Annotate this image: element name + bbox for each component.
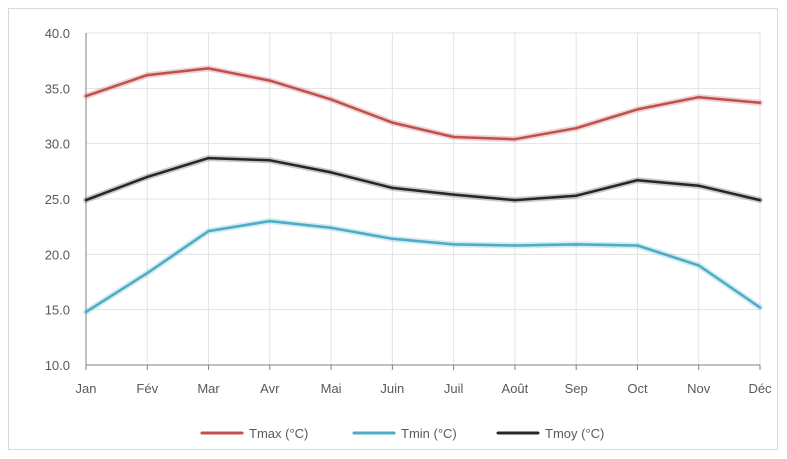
- legend: Tmax (°C) Tmin (°C) Tmoy (°C): [200, 426, 604, 441]
- data-point: [452, 136, 455, 139]
- data-point: [697, 264, 700, 267]
- data-point: [391, 237, 394, 240]
- legend-label: Tmoy (°C): [545, 426, 604, 441]
- x-tick-labels: Jan Fév Mar Avr Mai Juin Juil Août Sep Oct Nov Déc: [76, 381, 773, 396]
- data-point: [513, 244, 516, 247]
- data-point: [85, 199, 88, 202]
- horizontal-gridlines: [86, 32, 760, 311]
- series-line-2: [84, 156, 762, 202]
- data-point: [268, 220, 271, 223]
- data-point: [268, 159, 271, 162]
- y-tick-label: 30.0: [45, 137, 70, 152]
- data-point: [759, 199, 762, 202]
- y-tick-label: 40.0: [45, 26, 70, 41]
- data-point: [575, 127, 578, 130]
- data-point: [330, 98, 333, 101]
- y-tick-label: 15.0: [45, 303, 70, 318]
- x-tick-label: Juin: [380, 381, 404, 396]
- x-tick-label: Fév: [136, 381, 158, 396]
- data-point: [575, 243, 578, 246]
- data-point: [146, 272, 149, 275]
- x-tick-label: Mai: [321, 381, 342, 396]
- data-point: [330, 171, 333, 174]
- data-point: [207, 230, 210, 233]
- series-lines: [83, 65, 763, 315]
- x-tick-label: Déc: [748, 381, 772, 396]
- y-tick-label: 10.0: [45, 358, 70, 373]
- data-point: [575, 194, 578, 197]
- y-tick-labels: 10.0 15.0 20.0 25.0 30.0 35.0 40.0: [45, 26, 70, 373]
- data-point: [636, 244, 639, 247]
- data-point: [391, 186, 394, 189]
- y-tick-label: 35.0: [45, 81, 70, 96]
- x-tick-label: Juil: [444, 381, 464, 396]
- data-point: [697, 184, 700, 187]
- data-point: [452, 243, 455, 246]
- series-line-1: [84, 219, 762, 314]
- data-point: [207, 157, 210, 160]
- axes: [85, 33, 761, 370]
- data-point: [391, 121, 394, 124]
- data-point: [513, 138, 516, 141]
- data-point: [146, 175, 149, 178]
- data-point: [513, 199, 516, 202]
- data-point: [330, 226, 333, 229]
- legend-label: Tmax (°C): [249, 426, 308, 441]
- x-tick-label: Nov: [687, 381, 711, 396]
- x-tick-label: Avr: [260, 381, 280, 396]
- x-tick-label: Sep: [565, 381, 588, 396]
- data-point: [268, 79, 271, 82]
- data-point: [697, 96, 700, 99]
- series-line-0: [84, 67, 762, 141]
- x-tick-label: Mar: [197, 381, 220, 396]
- data-point: [636, 179, 639, 182]
- data-point: [146, 74, 149, 77]
- x-tick-label: Oct: [627, 381, 648, 396]
- y-tick-label: 20.0: [45, 247, 70, 262]
- data-point: [85, 310, 88, 313]
- data-point: [759, 306, 762, 309]
- y-tick-label: 25.0: [45, 192, 70, 207]
- chart-frame: [8, 8, 778, 450]
- legend-label: Tmin (°C): [401, 426, 457, 441]
- x-tick-label: Août: [502, 381, 529, 396]
- x-tick-label: Jan: [76, 381, 97, 396]
- data-point: [452, 193, 455, 196]
- data-point: [636, 108, 639, 111]
- data-point: [207, 67, 210, 70]
- data-point: [85, 95, 88, 98]
- series-halo-1: [83, 218, 763, 315]
- data-point: [759, 101, 762, 104]
